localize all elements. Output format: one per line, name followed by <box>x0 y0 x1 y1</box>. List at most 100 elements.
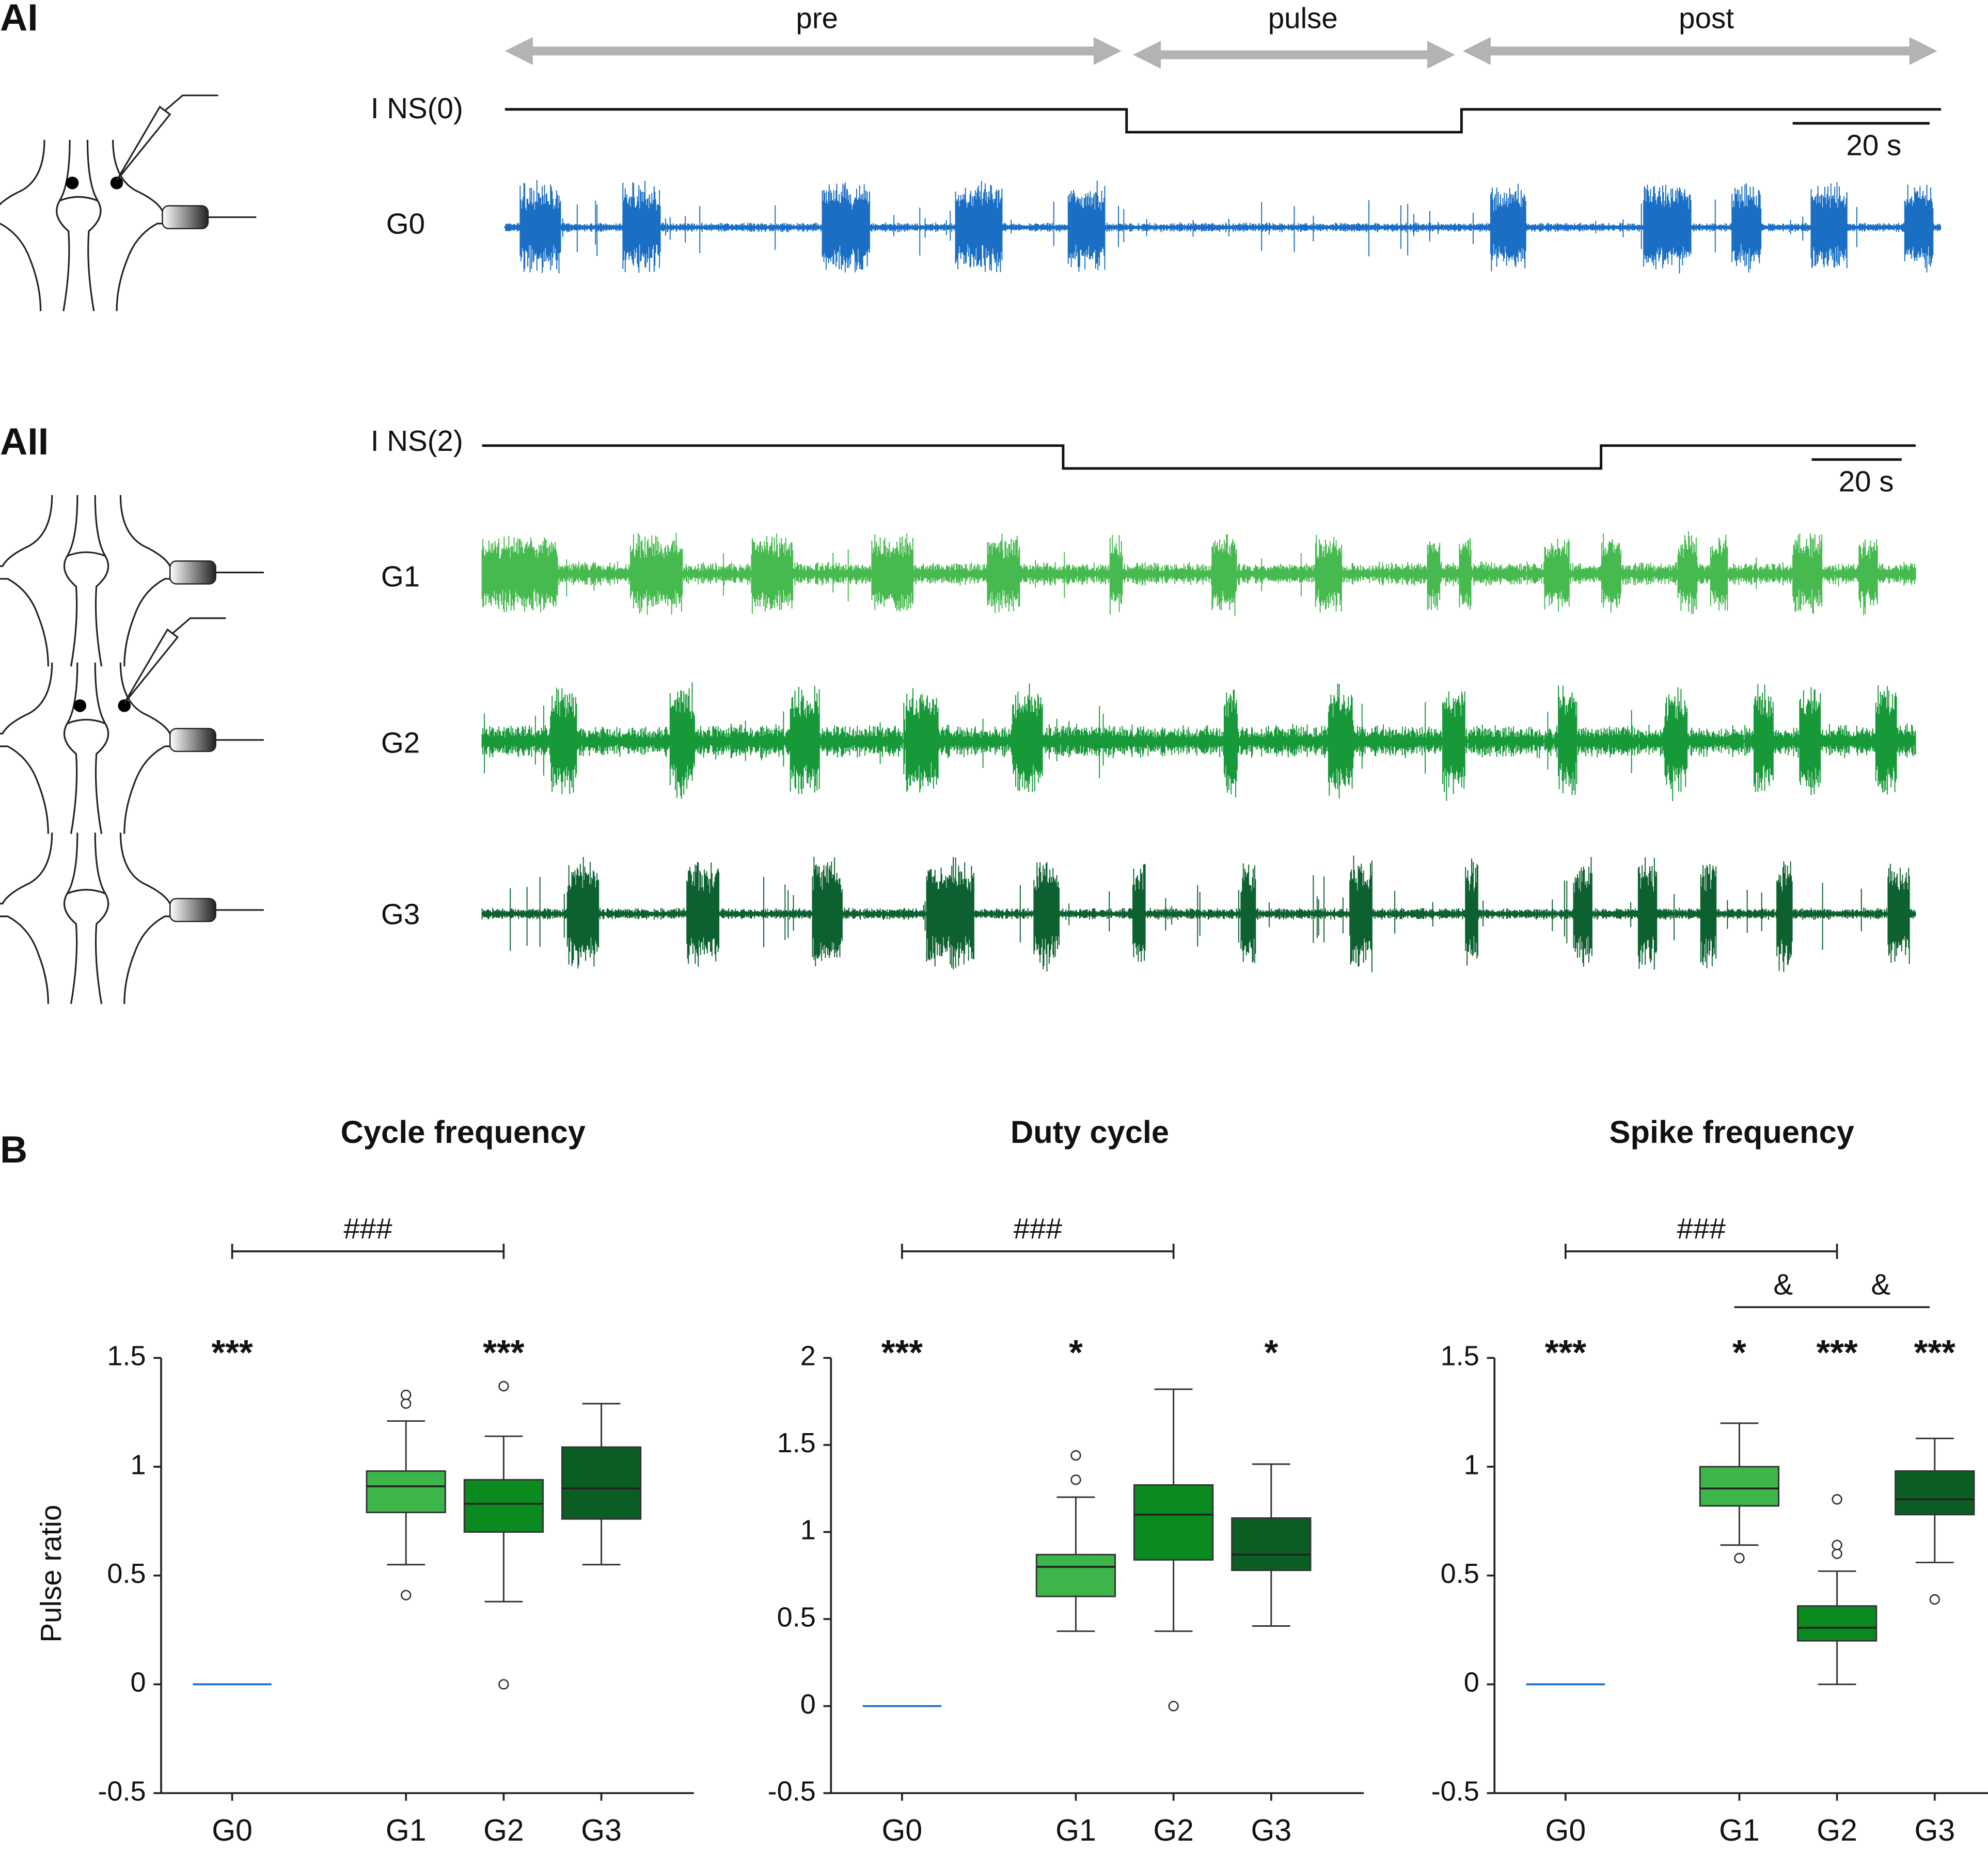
significance: *** <box>881 1333 923 1373</box>
outlier <box>1832 1548 1842 1559</box>
stimulus-label: I NS(2) <box>371 425 463 457</box>
y-tick-label: 0.5 <box>107 1558 146 1589</box>
x-tick-label: G0 <box>1545 1814 1586 1847</box>
x-tick-label: G1 <box>1055 1814 1096 1847</box>
cell <box>118 699 131 712</box>
preparation-diagram <box>0 95 264 1004</box>
suction-electrode <box>162 205 209 229</box>
x-tick-label: G1 <box>1719 1814 1760 1847</box>
y-axis-label: Pulse ratio <box>35 1505 67 1643</box>
box <box>1796 1605 1877 1642</box>
outline <box>119 662 188 735</box>
outlier <box>1168 1701 1179 1711</box>
chart-title: Spike frequency <box>1610 1114 1854 1150</box>
chart-title: Cycle frequency <box>341 1114 586 1150</box>
outline <box>0 495 53 567</box>
outlier <box>1832 1494 1842 1505</box>
bracket-label: ### <box>343 1213 392 1245</box>
outline <box>59 196 98 202</box>
stimulus-label: I NS(0) <box>371 92 463 124</box>
outline <box>67 719 106 725</box>
outline <box>119 833 188 905</box>
outline <box>94 662 109 834</box>
y-tick-label: 1 <box>130 1449 146 1480</box>
outlier <box>401 1590 412 1600</box>
outline <box>123 578 188 667</box>
outlier <box>401 1398 412 1409</box>
bracket-label: ### <box>1677 1213 1726 1245</box>
recordings <box>481 180 1942 972</box>
y-tick-label: 0 <box>130 1667 146 1698</box>
outline <box>0 223 42 311</box>
x-tick-label: G0 <box>882 1814 923 1847</box>
significance: * <box>1264 1333 1278 1373</box>
microelectrode <box>123 628 179 704</box>
outline <box>63 833 78 1004</box>
scale-label: 20 s <box>1846 129 1901 161</box>
stimulus-steps <box>482 108 1942 470</box>
y-tick-label: -0.5 <box>98 1776 146 1807</box>
y-tick-label: 0.5 <box>1441 1558 1479 1589</box>
outline <box>67 889 106 894</box>
y-tick-label: -0.5 <box>1431 1776 1479 1807</box>
trace-label: G1 <box>381 560 420 593</box>
box <box>1699 1466 1780 1507</box>
chart-title: Duty cycle <box>1011 1114 1169 1150</box>
suction-electrode <box>169 560 216 585</box>
box <box>1133 1484 1214 1561</box>
panel-label: B <box>0 1128 27 1171</box>
trace-label: G3 <box>381 898 420 930</box>
suction-electrode <box>169 898 216 922</box>
outline <box>94 495 109 667</box>
x-tick-label: G3 <box>1914 1814 1955 1847</box>
x-tick-label: G3 <box>581 1814 622 1847</box>
outline <box>63 662 78 834</box>
significance: *** <box>1816 1333 1858 1373</box>
scale-label: 20 s <box>1839 465 1894 497</box>
y-tick-label: 0 <box>800 1689 816 1720</box>
outline <box>112 139 180 212</box>
outline <box>67 551 106 557</box>
suction-electrode <box>169 728 216 752</box>
x-tick-label: G3 <box>1251 1814 1292 1847</box>
outline <box>123 745 188 834</box>
microelectrode <box>116 105 171 181</box>
outline <box>63 495 78 667</box>
outline <box>0 578 49 667</box>
outlier <box>401 1389 412 1401</box>
box <box>561 1446 642 1520</box>
outline <box>0 915 49 1004</box>
phase-label: pulse <box>1268 2 1338 35</box>
phase-label: post <box>1679 2 1734 35</box>
outlier <box>1734 1552 1745 1564</box>
y-tick-label: 0.5 <box>777 1601 816 1632</box>
outlier <box>498 1679 509 1690</box>
x-tick-label: G1 <box>386 1814 427 1847</box>
x-tick-label: G2 <box>1153 1814 1194 1847</box>
panel-label: AII <box>0 420 49 463</box>
y-tick-label: 1 <box>1464 1449 1479 1480</box>
outlier <box>1832 1540 1842 1550</box>
outline <box>116 223 180 311</box>
significance: *** <box>483 1333 525 1373</box>
x-tick-label: G2 <box>483 1814 524 1847</box>
cell <box>66 176 79 190</box>
significance: *** <box>211 1333 253 1373</box>
outline <box>56 139 71 311</box>
y-tick-label: 1.5 <box>1441 1341 1479 1372</box>
outline <box>0 139 45 206</box>
cell <box>110 176 123 190</box>
significance: *** <box>1914 1333 1956 1373</box>
cell <box>73 699 87 712</box>
y-tick-label: 0 <box>1464 1667 1479 1698</box>
outlier <box>1929 1594 1940 1605</box>
phase-arrows <box>504 37 1937 69</box>
outline <box>0 833 53 905</box>
outline <box>94 833 109 1004</box>
outline <box>119 495 188 567</box>
trace-label: G2 <box>381 727 420 759</box>
outline <box>123 915 188 1004</box>
box <box>463 1479 544 1533</box>
y-tick-label: 1.5 <box>107 1341 146 1372</box>
microelectrode-wire <box>172 617 226 634</box>
